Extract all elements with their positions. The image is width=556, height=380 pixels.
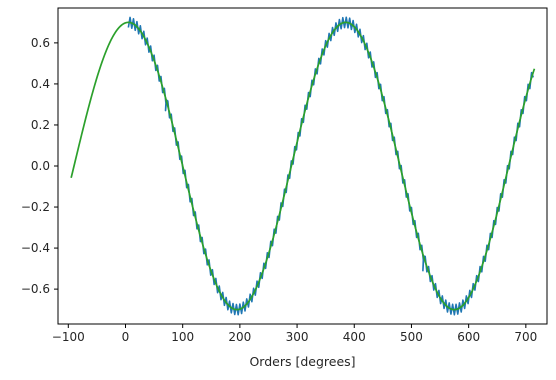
plot-area	[58, 8, 547, 324]
x-tick-label: 600	[457, 330, 480, 344]
y-tick-label: 0.4	[31, 77, 50, 91]
x-tick-label: 300	[286, 330, 309, 344]
y-tick-label: 0.6	[31, 36, 50, 50]
x-tick-label: 700	[514, 330, 537, 344]
x-axis-label: Orders [degrees]	[249, 354, 355, 369]
series-line-2	[70, 21, 536, 311]
y-tick-label: 0.2	[31, 118, 50, 132]
y-tick-label: −0.4	[21, 241, 50, 255]
x-tick-label: 100	[171, 330, 194, 344]
x-tick-label: 400	[343, 330, 366, 344]
series-line-1	[127, 16, 535, 316]
y-tick-label: 0.0	[31, 159, 50, 173]
x-tick-label: −100	[52, 330, 85, 344]
x-tick-label: 0	[122, 330, 130, 344]
y-tick-label: −0.2	[21, 200, 50, 214]
y-ticks: −0.6 −0.4 −0.2 0.0 0.2 0.4 0.6	[21, 36, 58, 296]
x-ticks: −100 0 100 200 300 400 500 600 700	[52, 324, 537, 344]
series-layer	[70, 16, 536, 316]
x-tick-label: 500	[400, 330, 423, 344]
x-tick-label: 200	[228, 330, 251, 344]
y-tick-label: −0.6	[21, 282, 50, 296]
